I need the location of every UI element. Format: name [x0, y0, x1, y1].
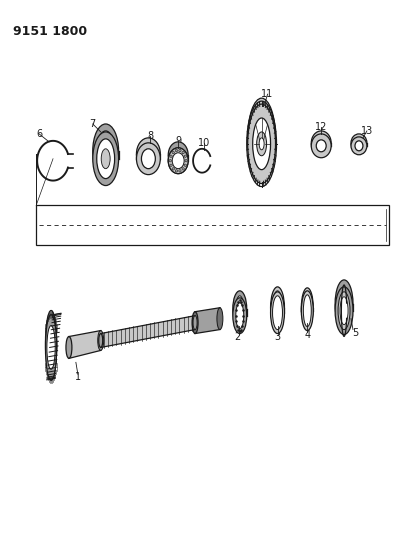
Circle shape: [175, 149, 178, 152]
Circle shape: [170, 164, 172, 166]
Ellipse shape: [97, 131, 115, 171]
Ellipse shape: [46, 311, 57, 376]
Ellipse shape: [93, 132, 119, 185]
Polygon shape: [69, 330, 101, 358]
Ellipse shape: [303, 295, 311, 327]
Polygon shape: [51, 311, 57, 380]
Circle shape: [170, 155, 172, 157]
Ellipse shape: [233, 291, 247, 327]
Ellipse shape: [168, 142, 188, 168]
Ellipse shape: [259, 138, 264, 150]
Ellipse shape: [172, 153, 184, 168]
Ellipse shape: [272, 291, 282, 325]
Ellipse shape: [335, 287, 353, 335]
Polygon shape: [101, 316, 195, 348]
Ellipse shape: [193, 316, 197, 329]
Ellipse shape: [253, 118, 270, 169]
Circle shape: [184, 164, 187, 166]
Ellipse shape: [46, 314, 57, 380]
Ellipse shape: [256, 132, 267, 156]
Circle shape: [172, 151, 174, 154]
Ellipse shape: [303, 292, 311, 324]
Ellipse shape: [351, 137, 367, 155]
Circle shape: [182, 168, 184, 170]
Ellipse shape: [236, 296, 244, 321]
Ellipse shape: [47, 326, 55, 369]
Ellipse shape: [355, 141, 363, 151]
Ellipse shape: [316, 137, 326, 149]
Ellipse shape: [270, 287, 284, 328]
Ellipse shape: [340, 297, 348, 325]
Ellipse shape: [217, 308, 223, 329]
Ellipse shape: [99, 334, 103, 348]
Ellipse shape: [98, 330, 104, 350]
Ellipse shape: [248, 104, 275, 183]
Ellipse shape: [301, 291, 313, 330]
Ellipse shape: [338, 292, 350, 329]
Circle shape: [172, 168, 174, 170]
Text: 9: 9: [175, 136, 181, 146]
Text: 3: 3: [275, 332, 281, 342]
Bar: [36, 205, 389, 245]
Ellipse shape: [355, 138, 363, 148]
Ellipse shape: [192, 312, 198, 334]
Circle shape: [179, 169, 181, 172]
Ellipse shape: [351, 134, 367, 152]
Ellipse shape: [141, 149, 155, 168]
Ellipse shape: [316, 140, 326, 152]
Circle shape: [185, 159, 187, 162]
Circle shape: [182, 151, 184, 154]
Circle shape: [175, 169, 178, 172]
Ellipse shape: [168, 148, 188, 174]
Polygon shape: [195, 308, 220, 334]
Text: 10: 10: [198, 138, 210, 148]
Text: 4: 4: [304, 329, 310, 340]
Ellipse shape: [66, 336, 72, 358]
Ellipse shape: [340, 290, 348, 318]
Ellipse shape: [136, 143, 160, 175]
Ellipse shape: [136, 138, 160, 169]
Ellipse shape: [335, 280, 353, 328]
Ellipse shape: [301, 288, 313, 328]
Ellipse shape: [311, 131, 331, 155]
Ellipse shape: [270, 292, 284, 334]
Text: 5: 5: [352, 328, 358, 337]
Circle shape: [179, 149, 181, 152]
Text: 6: 6: [36, 129, 42, 139]
Ellipse shape: [97, 139, 115, 179]
Ellipse shape: [311, 134, 331, 158]
Ellipse shape: [233, 298, 247, 334]
Ellipse shape: [93, 124, 119, 177]
Text: 12: 12: [315, 122, 328, 132]
Ellipse shape: [141, 144, 155, 164]
Text: 9151 1800: 9151 1800: [13, 25, 88, 38]
Text: 11: 11: [261, 89, 274, 99]
Circle shape: [184, 155, 187, 157]
Text: 2: 2: [235, 332, 241, 342]
Text: 13: 13: [361, 126, 373, 136]
Circle shape: [169, 159, 171, 162]
Text: 8: 8: [147, 131, 153, 141]
Ellipse shape: [272, 296, 282, 329]
Text: 7: 7: [90, 119, 96, 129]
Ellipse shape: [101, 149, 110, 168]
Ellipse shape: [168, 148, 188, 174]
Ellipse shape: [236, 303, 244, 328]
Text: 1: 1: [75, 372, 81, 382]
Ellipse shape: [248, 98, 275, 177]
